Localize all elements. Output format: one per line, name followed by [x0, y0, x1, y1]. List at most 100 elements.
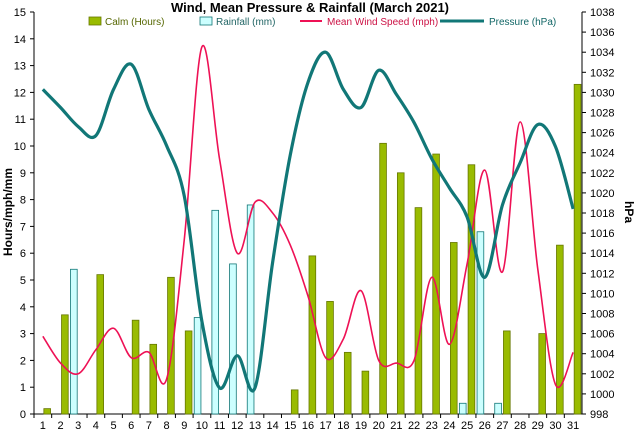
legend-label-pressure: Pressure (hPa) [489, 17, 556, 28]
bar-rainfall [246, 204, 255, 415]
y-tick-label-left: 6 [20, 248, 26, 260]
legend-swatch-calm [88, 16, 102, 26]
line-pressure [41, 50, 575, 393]
y-tick-label-left: 10 [14, 141, 26, 153]
bar-calm [361, 370, 370, 415]
x-tick-label: 12 [231, 420, 243, 432]
x-tick-label: 15 [284, 420, 296, 432]
bar-rainfall [193, 317, 202, 415]
x-tick-label: 13 [249, 420, 261, 432]
bar-rainfall [211, 209, 220, 415]
bar-rainfall [458, 402, 467, 415]
x-tick-label: 17 [320, 420, 332, 432]
bar-rainfall [494, 402, 502, 415]
legend: Calm (Hours) Rainfall (mm) Mean Wind Spe… [88, 16, 556, 28]
y-tick-label-right: 1022 [590, 168, 614, 180]
bar-calm [538, 333, 546, 415]
x-tick-label: 29 [532, 420, 544, 432]
y-tick-label-right: 1020 [590, 188, 614, 200]
x-tick-label: 8 [164, 420, 170, 432]
x-tick-label: 28 [514, 420, 526, 432]
bar-calm [379, 142, 387, 415]
bar-rainfall [70, 268, 78, 415]
bar-calm [43, 408, 51, 415]
y-tick-label-left: 3 [20, 329, 26, 341]
x-tick-label: 19 [355, 420, 367, 432]
y-tick-label-right: 1016 [590, 228, 614, 240]
y-tick-label-left: 4 [20, 302, 26, 314]
x-tick-label: 26 [479, 420, 491, 432]
legend-label-calm: Calm (Hours) [105, 17, 164, 28]
x-tick-label: 5 [110, 420, 116, 432]
y-tick-label-left: 7 [20, 221, 26, 233]
x-tick-label: 6 [128, 420, 134, 432]
bar-rainfall [476, 231, 485, 415]
y-tick-label-right: 1004 [590, 349, 614, 361]
y-tick-label-right: 1028 [590, 108, 614, 120]
x-tick-label: 14 [267, 420, 279, 432]
x-tick-label: 25 [461, 420, 473, 432]
x-tick-label: 2 [57, 420, 63, 432]
y-tick-label-left: 1 [20, 382, 26, 394]
bar-calm [450, 242, 458, 415]
y-tick-label-right: 1038 [590, 7, 614, 19]
y-tick-label-left: 5 [20, 275, 26, 287]
legend-swatch-rainfall [199, 16, 213, 26]
y-tick-label-right: 1000 [590, 389, 614, 401]
y-axis-label-left: Hours/mph/mm [1, 168, 15, 256]
y-tick-label-right: 1024 [590, 148, 614, 160]
x-tick-label: 9 [181, 420, 187, 432]
y-tick-label-right: 1002 [590, 369, 614, 381]
x-tick-label: 4 [93, 420, 99, 432]
y-tick-label-left: 2 [20, 355, 26, 367]
bar-calm [290, 389, 299, 415]
y-tick-label-left: 13 [14, 61, 26, 73]
x-tick-label: 24 [443, 420, 455, 432]
x-tick-label: 31 [567, 420, 579, 432]
bar-calm [573, 83, 582, 415]
bar-calm [396, 172, 405, 415]
y-tick-label-right: 1026 [590, 128, 614, 140]
x-tick-label: 11 [214, 420, 225, 432]
y-tick-label-right: 1014 [590, 248, 614, 260]
y-tick-label-right: 1036 [590, 27, 614, 39]
bar-rainfall [229, 263, 237, 415]
y-tick-label-right: 1034 [590, 47, 614, 59]
y-tick-label-left: 15 [14, 7, 26, 19]
x-tick-label: 23 [426, 420, 438, 432]
y-tick-label-right: 1018 [590, 208, 614, 220]
y-tick-label-left: 0 [20, 409, 26, 421]
line-wind-speed [42, 44, 574, 389]
bar-calm [467, 164, 476, 415]
bar-calm [556, 244, 564, 415]
x-tick-label: 27 [496, 420, 508, 432]
x-tick-label: 1 [40, 420, 46, 432]
x-tick-label: 30 [549, 420, 561, 432]
x-tick-label: 18 [337, 420, 349, 432]
bar-calm [503, 330, 511, 415]
y-tick-label-left: 12 [14, 87, 26, 99]
bar-calm [343, 351, 352, 415]
x-tick-label: 16 [302, 420, 314, 432]
y-tick-label-right: 1006 [590, 329, 614, 341]
x-tick-label: 22 [408, 420, 420, 432]
y-tick-label-left: 14 [14, 34, 26, 46]
y-tick-label-right: 998 [590, 409, 608, 421]
x-tick-label: 10 [196, 420, 208, 432]
y-axis-label-right: hPa [622, 201, 635, 223]
bar-calm [167, 276, 175, 415]
y-tick-label-right: 1032 [590, 67, 614, 79]
bar-calm [414, 207, 423, 415]
bar-calm [184, 330, 193, 415]
y-tick-label-right: 1008 [590, 309, 614, 321]
bar-calm [131, 319, 140, 415]
y-tick-label-right: 1010 [590, 288, 614, 300]
y-tick-label-left: 8 [20, 195, 26, 207]
y-tick-label-left: 11 [15, 114, 26, 126]
x-tick-label: 3 [75, 420, 81, 432]
legend-label-wind: Mean Wind Speed (mph) [327, 17, 438, 28]
y-tick-label-left: 9 [20, 168, 26, 180]
x-tick-label: 7 [146, 420, 152, 432]
plot-area: 0123456789101112131415998100010021004100… [14, 7, 615, 432]
